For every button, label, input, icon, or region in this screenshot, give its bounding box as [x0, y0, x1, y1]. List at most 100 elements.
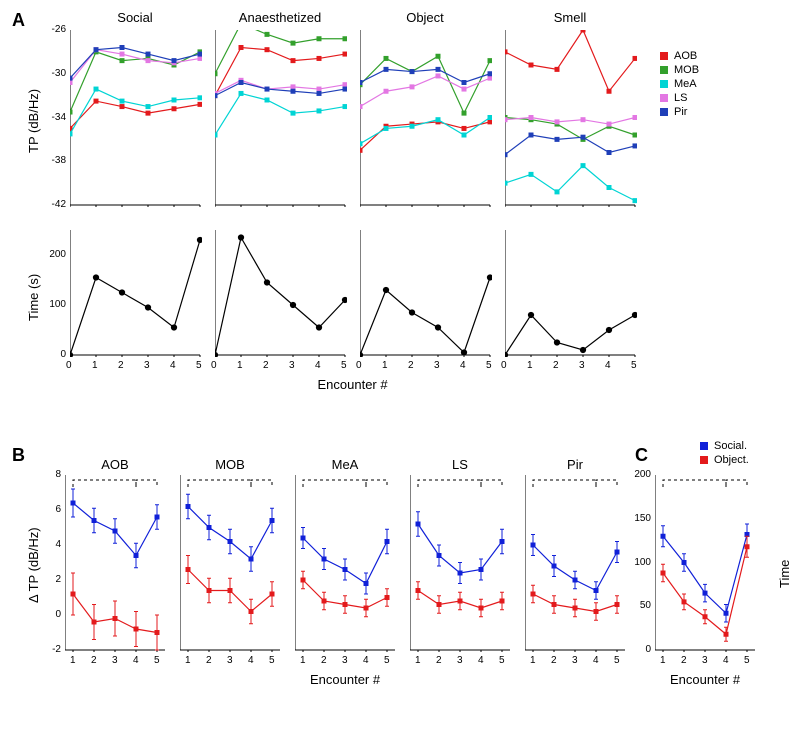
xtick: 5 — [196, 360, 202, 371]
xtick: 5 — [499, 655, 505, 666]
xtick: 4 — [133, 655, 139, 666]
xtick: 1 — [185, 655, 191, 666]
xtick: 4 — [315, 360, 321, 371]
ytick: 0 — [40, 349, 66, 360]
legend-item: LS — [660, 92, 699, 104]
panel-b-chart-1: ** — [180, 475, 282, 652]
legend-label: MeA — [674, 78, 697, 90]
xtick: 2 — [681, 655, 687, 666]
xtick: 5 — [631, 360, 637, 371]
xtick: 2 — [91, 655, 97, 666]
panel-a-top-chart-2 — [360, 30, 492, 207]
svg-text:*: * — [332, 475, 337, 481]
svg-text:*: * — [730, 475, 735, 481]
xtick: 5 — [341, 360, 347, 371]
xtick: 1 — [527, 360, 533, 371]
xtick: 4 — [605, 360, 611, 371]
panel-a-bot-ylabel: Time (s) — [26, 273, 41, 320]
legend-item: Object. — [700, 454, 749, 466]
panel-a-bot-chart-0 — [70, 230, 202, 357]
xtick: 2 — [436, 655, 442, 666]
legend-label: Pir — [674, 106, 687, 118]
panel-c-ylabel: Time (s) — [777, 559, 789, 587]
xtick: 3 — [702, 655, 708, 666]
panel-a-top-chart-1 — [215, 30, 347, 207]
panel-b-title-4: Pir — [525, 457, 625, 472]
xtick: 3 — [112, 655, 118, 666]
xtick: 5 — [614, 655, 620, 666]
xtick: 2 — [408, 360, 414, 371]
panel-a-top-chart-3 — [505, 30, 637, 207]
ytick: 150 — [627, 513, 651, 524]
xtick: 3 — [227, 655, 233, 666]
ytick: 0 — [43, 609, 61, 620]
svg-text:*: * — [102, 475, 107, 481]
svg-text:*: * — [696, 475, 701, 481]
ytick: 0 — [627, 644, 651, 655]
panel-c-label: C — [635, 445, 648, 466]
xtick: 5 — [744, 655, 750, 666]
xtick: 4 — [363, 655, 369, 666]
legend-label: LS — [674, 92, 687, 104]
ytick: 4 — [43, 539, 61, 550]
panel-b-chart-2: ** — [295, 475, 397, 652]
ytick: -34 — [40, 112, 66, 123]
ytick: -30 — [40, 68, 66, 79]
xtick: 3 — [572, 655, 578, 666]
xtick: 1 — [300, 655, 306, 666]
xtick: 2 — [551, 655, 557, 666]
ytick: 6 — [43, 504, 61, 515]
panel-b-title-0: AOB — [65, 457, 165, 472]
ytick: 100 — [627, 557, 651, 568]
panel-a-title-3: Smell — [505, 10, 635, 25]
xtick: 0 — [66, 360, 72, 371]
panel-a-title-2: Object — [360, 10, 490, 25]
svg-text:*: * — [217, 475, 222, 481]
xtick: 0 — [211, 360, 217, 371]
ytick: 100 — [40, 299, 66, 310]
xtick: 3 — [289, 360, 295, 371]
panel-c-xlabel: Encounter # — [670, 672, 740, 687]
panel-b-chart-4: ** — [525, 475, 627, 652]
svg-text:*: * — [604, 475, 609, 481]
panel-a-bot-chart-2 — [360, 230, 492, 357]
legend-item: MOB — [660, 64, 699, 76]
svg-text:*: * — [259, 475, 264, 481]
svg-text:*: * — [144, 475, 149, 481]
ytick: -42 — [40, 199, 66, 210]
ytick: -26 — [40, 24, 66, 35]
legend-item: AOB — [660, 50, 699, 62]
xtick: 0 — [501, 360, 507, 371]
xtick: 4 — [248, 655, 254, 666]
xtick: 2 — [321, 655, 327, 666]
xtick: 1 — [530, 655, 536, 666]
panel-b-xlabel: Encounter # — [310, 672, 380, 687]
xtick: 5 — [486, 360, 492, 371]
xtick: 1 — [237, 360, 243, 371]
panel-b-label: B — [12, 445, 25, 466]
panel-a-top-ylabel: TP (dB/Hz) — [26, 88, 41, 152]
xtick: 1 — [382, 360, 388, 371]
panel-b-title-2: MeA — [295, 457, 395, 472]
xtick: 2 — [118, 360, 124, 371]
xtick: 2 — [206, 655, 212, 666]
ytick: 200 — [627, 469, 651, 480]
xtick: 3 — [342, 655, 348, 666]
ytick: 8 — [43, 469, 61, 480]
xtick: 3 — [144, 360, 150, 371]
xtick: 4 — [723, 655, 729, 666]
xtick: 4 — [478, 655, 484, 666]
svg-text:*: * — [562, 475, 567, 481]
xtick: 2 — [263, 360, 269, 371]
ytick: 200 — [40, 249, 66, 260]
panel-a-bot-chart-3 — [505, 230, 637, 357]
legend-label: MOB — [674, 64, 699, 76]
legend-bc: Social. Object. — [700, 440, 749, 468]
panel-a-top-chart-0 — [70, 30, 202, 207]
legend-label: Object. — [714, 454, 749, 466]
legend-a: AOB MOB MeA LS Pir — [660, 50, 699, 120]
legend-label: Social. — [714, 440, 747, 452]
xtick: 1 — [92, 360, 98, 371]
xtick: 5 — [269, 655, 275, 666]
ytick: 50 — [627, 600, 651, 611]
